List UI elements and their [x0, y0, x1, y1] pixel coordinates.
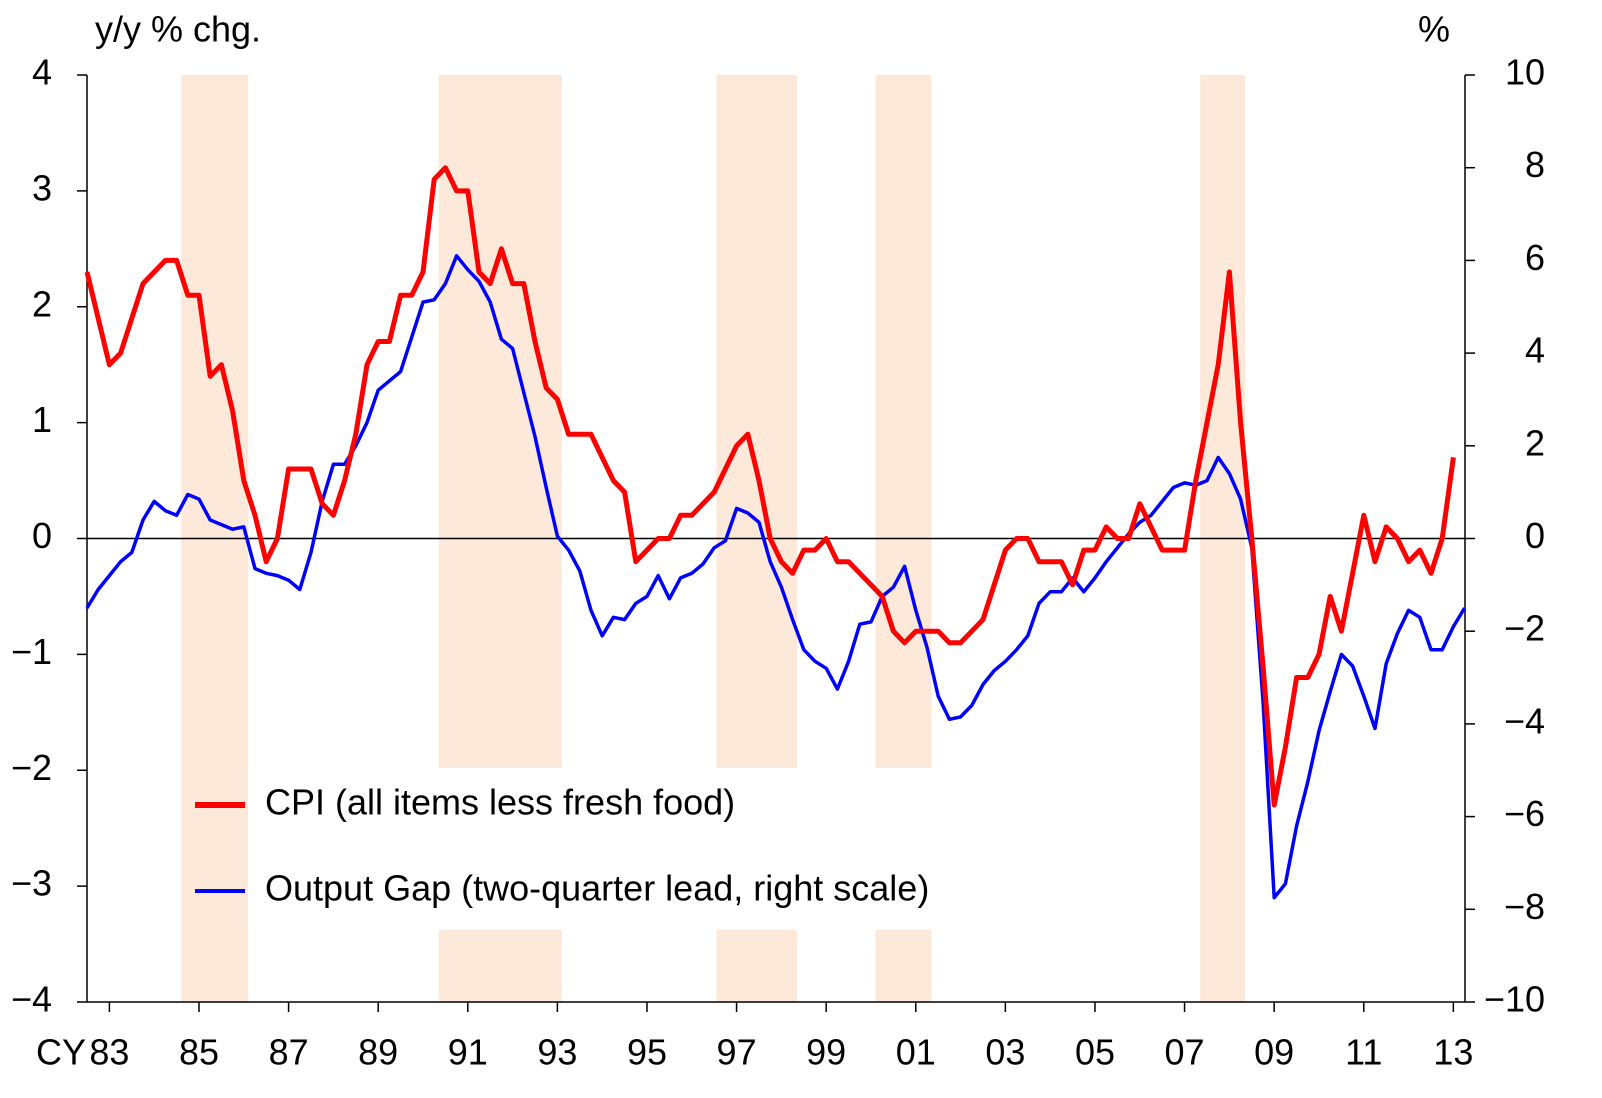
- x-tick-label: 11: [1345, 1032, 1382, 1073]
- y-axis-label: y/y % chg.: [95, 9, 261, 50]
- y2-tick-label: 2: [1525, 422, 1545, 463]
- x-tick-label: 97: [717, 1032, 757, 1073]
- x-tick-label: 13: [1433, 1032, 1473, 1073]
- y-tick-label: −1: [11, 631, 52, 672]
- series-line: [84, 165, 1456, 808]
- y2-tick-label: 8: [1525, 144, 1545, 185]
- y2-tick-label: 10: [1505, 52, 1545, 93]
- y2-tick-label: 4: [1525, 330, 1545, 371]
- x-tick-label: 93: [537, 1032, 577, 1073]
- x-tick-label: 03: [985, 1032, 1025, 1073]
- y2-tick-label: −2: [1504, 608, 1545, 649]
- y2-tick-label: 0: [1525, 515, 1545, 556]
- x-tick-label: 91: [448, 1032, 488, 1073]
- x-axis-label: CY: [36, 1032, 86, 1073]
- y-tick-label: −4: [11, 979, 52, 1020]
- y2-tick-label: 6: [1525, 237, 1545, 278]
- series-line: [85, 254, 1467, 900]
- y-tick-label: 0: [32, 515, 52, 556]
- y-tick-label: 1: [32, 399, 52, 440]
- legend-label: Output Gap (two-quarter lead, right scal…: [265, 868, 929, 909]
- y-tick-label: −3: [11, 863, 52, 904]
- y-tick-label: 2: [32, 283, 52, 324]
- x-tick-label: 05: [1075, 1032, 1115, 1073]
- x-tick-label: 95: [627, 1032, 667, 1073]
- legend-background: [248, 768, 938, 930]
- x-tick-label: 83: [89, 1032, 129, 1073]
- y2-axis-label: %: [1418, 9, 1450, 50]
- y2-tick-label: −8: [1504, 886, 1545, 927]
- y2-tick-label: −4: [1504, 700, 1545, 741]
- y2-tick-label: −10: [1484, 979, 1545, 1020]
- y-tick-label: 4: [32, 52, 52, 93]
- x-tick-label: 07: [1165, 1032, 1205, 1073]
- legend-label: CPI (all items less fresh food): [265, 782, 735, 823]
- x-tick-label: 01: [896, 1032, 936, 1073]
- x-tick-label: 89: [358, 1032, 398, 1073]
- x-tick-label: 87: [269, 1032, 309, 1073]
- y-tick-label: 3: [32, 167, 52, 208]
- x-tick-label: 99: [806, 1032, 846, 1073]
- x-tick-label: 85: [179, 1032, 219, 1073]
- y-tick-label: −2: [11, 747, 52, 788]
- x-tick-label: 09: [1254, 1032, 1294, 1073]
- y2-tick-label: −6: [1504, 793, 1545, 834]
